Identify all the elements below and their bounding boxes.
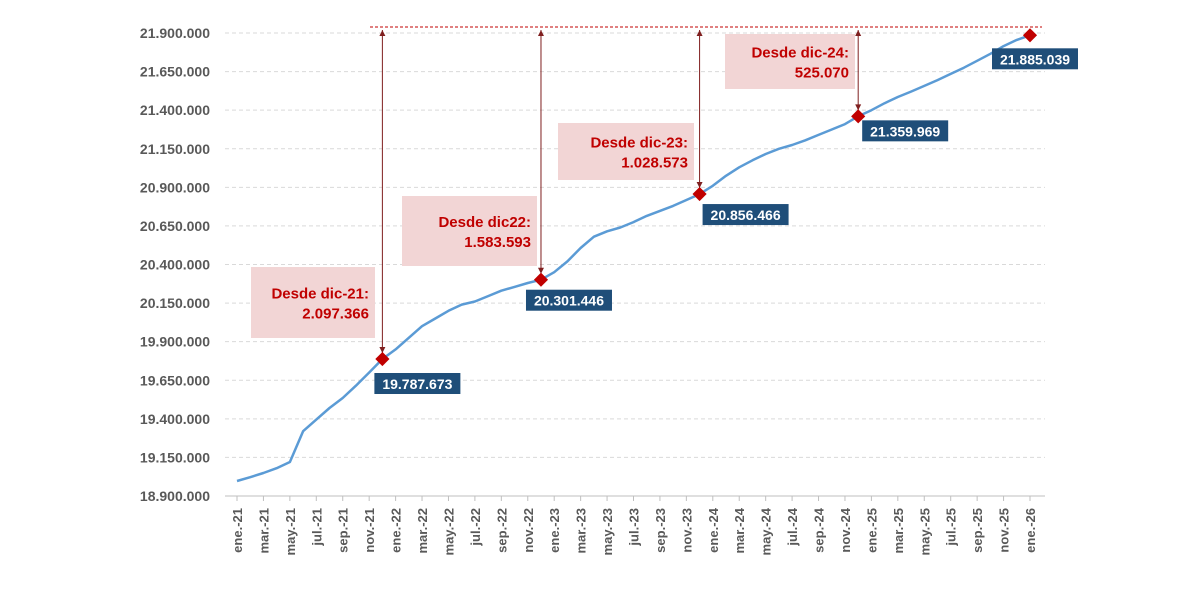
x-tick-label: sep.-24 [812, 507, 827, 553]
x-tick-label: sep.-22 [494, 508, 509, 553]
x-tick-label: jul.-24 [785, 507, 800, 546]
x-tick-label: nov.-25 [997, 508, 1012, 553]
y-tick-label: 19.400.000 [140, 411, 210, 427]
x-tick-label: ene.-25 [864, 508, 879, 553]
value-label: 20.301.446 [534, 293, 604, 309]
value-label: 20.856.466 [711, 207, 781, 223]
x-tick-label: sep.-23 [653, 508, 668, 553]
y-tick-label: 21.900.000 [140, 25, 210, 41]
value-label-box [992, 48, 1078, 70]
x-tick-label: nov.-21 [362, 508, 377, 553]
y-tick-label: 21.650.000 [140, 64, 210, 80]
value-label-box [525, 289, 612, 311]
value-label-box [862, 120, 949, 142]
x-tick-label: mar.-21 [256, 508, 271, 554]
x-tick-label: may.-24 [759, 507, 774, 555]
x-tick-label: mar.-23 [574, 508, 589, 554]
x-tick-label: ene.-21 [230, 508, 245, 553]
x-tick-label: nov.-24 [838, 507, 853, 552]
series-line [236, 34, 1031, 483]
x-tick-label: sep.-25 [970, 508, 985, 553]
x-tick-label: ene.-23 [547, 508, 562, 553]
y-tick-label: 21.400.000 [140, 102, 210, 118]
annotation-value: 1.028.573 [621, 155, 688, 172]
annotation-value: 1.583.593 [464, 234, 531, 251]
data-marker [1022, 28, 1038, 43]
x-tick-label: mar.-24 [732, 507, 747, 553]
data-marker [851, 109, 866, 124]
annotation-box [251, 267, 375, 338]
annotation-box [558, 123, 694, 180]
x-tick-label: may.-21 [283, 508, 298, 555]
x-tick-label: jul.-23 [627, 508, 642, 547]
annotation-box [402, 196, 537, 266]
x-tick-label: mar.-22 [415, 508, 430, 554]
value-label-box [702, 204, 789, 226]
data-marker [692, 186, 707, 202]
y-tick-label: 20.650.000 [140, 218, 210, 234]
x-tick-label: nov.-22 [521, 508, 536, 553]
y-tick-label: 21.150.000 [140, 141, 210, 157]
x-tick-label: may.-23 [600, 508, 615, 555]
y-tick-label: 20.150.000 [140, 295, 210, 311]
x-tick-label: nov.-23 [679, 508, 694, 553]
x-tick-label: may.-22 [441, 508, 456, 555]
value-label: 19.787.673 [382, 376, 452, 392]
x-tick-label: may.-25 [917, 508, 932, 555]
y-tick-label: 18.900.000 [140, 488, 210, 504]
data-marker [533, 272, 549, 287]
x-tick-label: ene.-26 [1023, 508, 1038, 553]
y-tick-label: 20.900.000 [140, 179, 210, 195]
annotation-title: Desde dic-24: [751, 45, 849, 62]
x-tick-label: ene.-22 [389, 508, 404, 553]
data-marker [375, 351, 390, 367]
x-tick-label: jul.-21 [309, 508, 324, 547]
annotation-title: Desde dic22: [438, 214, 531, 231]
annotation-title: Desde dic-21: [271, 286, 369, 303]
x-tick-label: ene.-24 [706, 507, 721, 553]
annotation-value: 2.097.366 [302, 306, 369, 323]
annotation-title: Desde dic-23: [590, 135, 688, 152]
x-tick-label: jul.-25 [944, 508, 959, 547]
y-tick-label: 19.650.000 [140, 372, 210, 388]
x-tick-label: mar.-25 [891, 508, 906, 554]
annotation-box [725, 34, 855, 89]
y-tick-label: 19.900.000 [140, 334, 210, 350]
value-label-box [374, 373, 461, 395]
y-tick-label: 19.150.000 [140, 449, 210, 465]
y-tick-label: 20.400.000 [140, 257, 210, 273]
x-tick-label: jul.-22 [468, 508, 483, 547]
value-label: 21.885.039 [1000, 51, 1070, 67]
x-tick-label: sep.-21 [336, 508, 351, 553]
value-label: 21.359.969 [870, 123, 940, 139]
annotation-value: 525.070 [795, 65, 849, 82]
